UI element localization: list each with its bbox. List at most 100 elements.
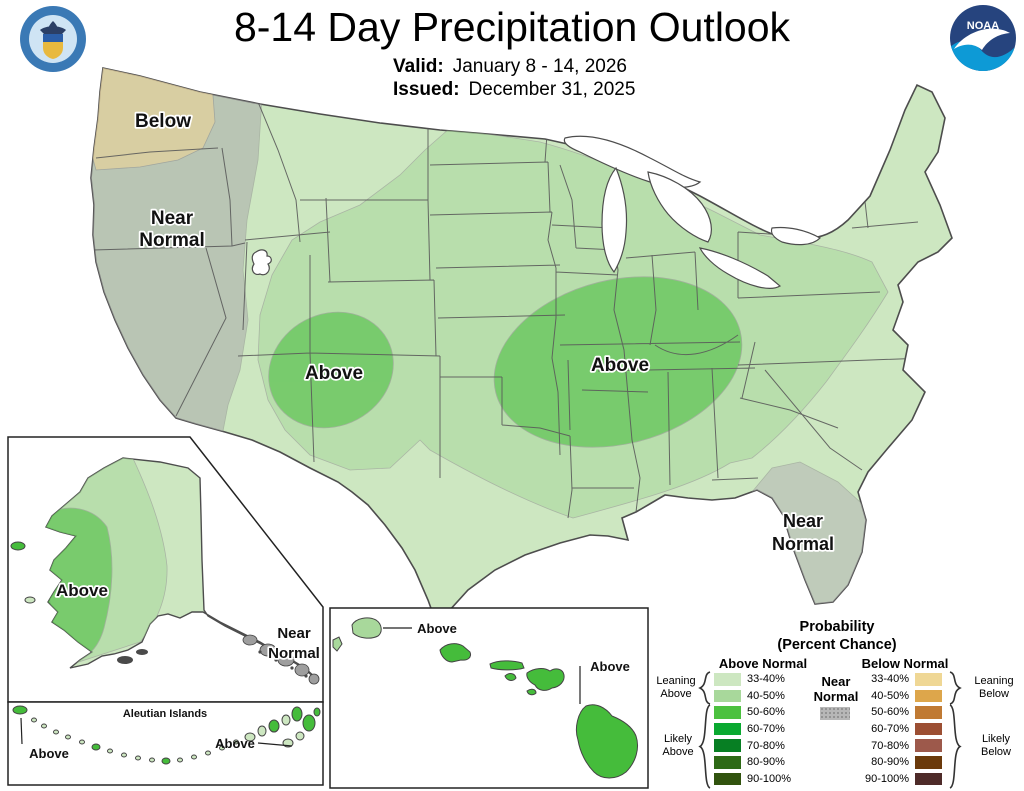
maui-island [526, 668, 565, 691]
legend-above-row: 50-60% [714, 704, 791, 721]
noaa-logo-text: NOAA [967, 20, 999, 32]
legend-above-range-label: 40-50% [747, 689, 785, 702]
great-lakes [563, 135, 821, 289]
legend-below-swatch [915, 673, 942, 686]
lanai-island [504, 673, 517, 681]
legend-title: Probability (Percent Chance) [650, 618, 1024, 654]
legend-below-range-label: 33-40% [871, 673, 909, 686]
legend-above-range-label: 80-90% [747, 756, 785, 769]
legend-below-swatch [915, 722, 942, 736]
leaning-below-line1: Leaning [974, 675, 1014, 687]
likely-above-line2: Above [662, 746, 694, 758]
niihau-island [332, 636, 343, 652]
noaa-wave [950, 40, 1016, 71]
legend-near-normal-swatch [820, 707, 850, 720]
hawaii-label-above-big-island: Above [590, 659, 630, 674]
aleutian-leader-line-right [257, 742, 293, 747]
legend-above-row: 70-80% [714, 737, 791, 754]
legend-above-range-label: 90-100% [747, 772, 792, 785]
map-label-near-normal-west-2: Normal [139, 230, 204, 251]
valid-line: Valid: January 8 - 14, 2026 [393, 55, 635, 78]
legend-above-rows: 33-40% 40-50% 50-60% 60-70% 70-80% 80-90% 90-1… [714, 671, 791, 787]
legend-below-range-label: 80-90% [871, 756, 909, 769]
lake-erie [698, 247, 782, 289]
legend-leaning-above: Leaning Above [648, 675, 704, 701]
likely-below-line2: Below [981, 746, 1011, 758]
issued-label: Issued: [393, 79, 460, 100]
lake-huron [647, 171, 712, 243]
legend-above-swatch [714, 673, 741, 686]
lake-ontario [770, 226, 821, 246]
valid-value: January 8 - 14, 2026 [452, 56, 627, 77]
legend-above-row: 90-100% [714, 771, 791, 788]
commerce-seal-logo [20, 6, 86, 72]
legend-above-range-label: 60-70% [747, 723, 785, 736]
legend-above-normal-header: Above Normal [718, 656, 808, 671]
alaska-label-near-normal-2: Normal [268, 645, 320, 662]
alaska-island [10, 541, 26, 551]
likely-below-line1: Likely [981, 733, 1011, 745]
leaning-above-line1: Leaning [656, 675, 696, 687]
map-label-above-four-corners: Above [305, 363, 363, 384]
legend-below-normal-header: Below Normal [861, 656, 949, 671]
legend-below-swatch [915, 739, 942, 752]
legend-below-swatch [915, 772, 942, 786]
legend-below-swatch [915, 689, 942, 703]
shield-chief [43, 34, 63, 42]
molokai-island [489, 660, 525, 671]
legend-above-row: 60-70% [714, 721, 791, 738]
brace-leaning-above [698, 671, 711, 705]
valid-label: Valid: [393, 56, 444, 77]
map-label-near-normal-west-1: Near [151, 208, 194, 229]
likely-above-line1: Likely [663, 733, 693, 745]
region-above-50-60-four-corners [268, 311, 394, 429]
legend-above-row: 33-40% [714, 671, 791, 688]
legend-above-range-label: 33-40% [747, 673, 785, 686]
legend-below-range-label: 90-100% [864, 772, 909, 785]
brace-likely-below [949, 704, 962, 789]
alaska-label-above: Above [56, 581, 108, 600]
legend-below-row: 33-40% [855, 671, 942, 688]
aleutian-inset-border [7, 701, 324, 786]
aleutian-inset: Aleutian Islands Above Above [7, 701, 324, 786]
oahu-island [439, 643, 471, 663]
issued-line: Issued: December 31, 2025 [393, 78, 635, 101]
legend-likely-below: Likely Below [968, 733, 1024, 759]
brace-leaning-below [949, 671, 962, 705]
legend-below-row: 60-70% [855, 721, 942, 738]
aleutian-title: Aleutian Islands [123, 708, 207, 720]
legend-below-rows: 33-40% 40-50% 50-60% 60-70% 70-80% 80-90% 90-1… [855, 671, 942, 787]
hawaii-inset: Above Above [329, 607, 649, 789]
alaska-label-near-normal-1: Near [277, 625, 311, 642]
alaska-panhandle-near-normal [242, 634, 320, 685]
page-title: 8-14 Day Precipitation Outlook [233, 4, 791, 50]
kahoolawe-island [526, 688, 537, 696]
legend-above-swatch [714, 689, 741, 703]
kauai-island [351, 617, 382, 639]
leaning-above-line2: Above [660, 688, 692, 700]
noaa-logo: NOAA [950, 5, 1016, 71]
probability-legend: Probability (Percent Chance) Above Norma… [650, 612, 1024, 791]
legend-below-range-label: 40-50% [871, 689, 909, 702]
legend-near-normal-line2: Normal [813, 689, 859, 704]
legend-near-normal-label: Near Normal [800, 674, 872, 704]
alaska-island [24, 596, 36, 604]
legend-below-row: 90-100% [855, 771, 942, 788]
legend-above-row: 40-50% [714, 688, 791, 705]
alaska-inset: Above Near Normal [7, 436, 324, 703]
map-label-above-central: Above [591, 355, 649, 376]
map-label-near-normal-florida-1: Near [783, 511, 823, 531]
noaa-bird-icon [954, 28, 1010, 50]
legend-above-swatch [714, 739, 741, 752]
great-salt-lake [251, 249, 272, 276]
legend-above-row: 80-90% [714, 754, 791, 771]
aleutian-leader-line-left [20, 717, 23, 745]
leaning-below-line2: Below [979, 688, 1009, 700]
big-island [575, 704, 639, 779]
alaska-island [136, 649, 148, 655]
legend-leaning-below: Leaning Below [966, 675, 1022, 701]
legend-below-row: 40-50% [855, 688, 942, 705]
legend-below-row: 70-80% [855, 737, 942, 754]
